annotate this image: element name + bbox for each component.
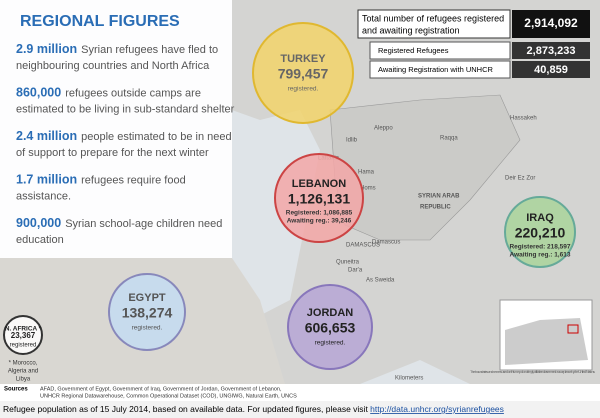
total-label: and awaiting registration	[362, 25, 460, 35]
country-value: 138,274	[122, 305, 173, 321]
map-label: Idlib	[346, 138, 358, 144]
fact-text: of support to prepare for the next winte…	[16, 147, 209, 159]
fact-text: education	[16, 234, 64, 246]
total-label: Total number of refugees registered	[362, 13, 504, 23]
fact-text: Syrian school-age children need	[65, 218, 222, 230]
fact-text: assistance.	[16, 190, 71, 202]
fact: 1.7 million refugees require food	[16, 173, 186, 187]
country-bubble	[287, 284, 373, 370]
country-note: registered.	[315, 340, 346, 347]
fact: 2.9 million Syrian refugees have fled to	[16, 42, 218, 56]
fact-text: people estimated to be in need	[81, 131, 231, 143]
registered-value: 2,873,233	[527, 45, 576, 57]
map-label: As Sweida	[366, 278, 395, 284]
registered-label: Registered Refugees	[378, 46, 449, 55]
sources-label: Sources	[4, 387, 28, 393]
map-label: Deir Ez Zor	[505, 176, 535, 182]
footnote: Libya	[16, 377, 31, 383]
map-label: Aleppo	[374, 126, 393, 132]
awaiting-label-box	[369, 60, 511, 79]
inset-land	[505, 318, 588, 365]
country-name: N. AFRICA *	[5, 325, 42, 332]
country-note: registered.	[132, 325, 163, 332]
country-awaiting: Awaiting reg.: 39,246	[287, 218, 352, 225]
inset-frame	[567, 324, 579, 334]
country-note: registered.	[288, 86, 319, 93]
map-label: DAMASCUS	[346, 243, 380, 249]
footer-text: Refugee population as of 15 July 2014, b…	[3, 404, 370, 414]
fact-highlight: 2.9 million	[16, 42, 77, 56]
map-label: SYRIAN ARAB	[418, 194, 460, 200]
country-awaiting: Awaiting reg.: 1,613	[510, 252, 571, 259]
country-name: IRAQ	[526, 212, 554, 224]
fact-highlight: 2.4 million	[16, 129, 77, 143]
fact-highlight: 860,000	[16, 86, 61, 100]
fact: 2.4 million people estimated to be in nee…	[16, 129, 232, 143]
map-label: Kilometers	[395, 376, 423, 382]
map-label: Hassakeh	[510, 116, 537, 122]
fact: 900,000 Syrian school-age children need	[16, 216, 222, 230]
fact-text: Syrian refugees have fled to	[81, 44, 218, 56]
sources-bar	[0, 384, 600, 401]
disclaimer: The boundaries and names used on this ma…	[470, 369, 595, 374]
country-name: LEBANON	[292, 178, 346, 190]
country-value: 606,653	[305, 320, 356, 336]
footer-bar	[0, 401, 600, 418]
fact-text: estimated to be living in sub-standard s…	[16, 103, 235, 115]
footer-link[interactable]: http://data.unhcr.org/syrianrefugees	[370, 404, 504, 414]
fact-text: refugees require food	[81, 174, 186, 186]
fact-text: neighbouring countries and North Africa	[16, 60, 210, 72]
fact: 860,000 refugees outside camps are	[16, 86, 201, 100]
map-label: Homs	[360, 186, 376, 192]
country-bubble	[108, 273, 186, 351]
map-label: Dar'a	[348, 268, 363, 274]
figures-panel	[0, 0, 232, 258]
country-name: EGYPT	[128, 292, 166, 304]
awaiting-label: Awaiting Registration with UNHCR	[378, 65, 493, 74]
registered-value-box	[512, 42, 590, 59]
sources-text: UNHCR Regional Datawarehouse, Common Ope…	[40, 393, 297, 399]
fact-text: refugees outside camps are	[65, 87, 201, 99]
fact-highlight: 1.7 million	[16, 173, 77, 187]
awaiting-value-box	[512, 61, 590, 78]
registered-label-box	[369, 41, 511, 60]
country-bubble	[504, 196, 576, 268]
map-label: Quneitra	[336, 260, 360, 266]
map-label: REPUBLIC	[420, 205, 451, 211]
total-label-box	[357, 9, 511, 39]
sources-text: AFAD, Government of Egypt, Government of…	[40, 386, 282, 392]
footnote: * Morocco,	[9, 361, 38, 367]
total-value: 2,914,092	[524, 16, 578, 30]
footer: Refugee population as of 15 July 2014, b…	[3, 404, 504, 414]
country-value: 799,457	[278, 66, 329, 82]
country-value: 23,367	[11, 331, 36, 340]
country-name: JORDAN	[307, 307, 354, 319]
country-bubble	[252, 22, 354, 124]
country-value: 220,210	[515, 225, 566, 241]
map-label: Hama	[358, 170, 375, 176]
map-label: Damascus	[372, 240, 400, 246]
country-bubble	[274, 153, 364, 243]
panel-title: REGIONAL FIGURES	[20, 13, 180, 30]
country-note: registered	[10, 343, 37, 349]
awaiting-value: 40,859	[534, 64, 568, 76]
map-label: Raqqa	[440, 136, 458, 142]
country-name: TURKEY	[280, 53, 326, 65]
country-registered: Registered: 218,597	[509, 244, 570, 251]
footnote: Algeria and	[8, 369, 38, 375]
country-registered: Registered: 1,086,885	[286, 210, 353, 217]
country-value: 1,126,131	[288, 191, 350, 207]
total-value-box	[512, 10, 590, 38]
country-bubble	[3, 315, 43, 355]
fact-highlight: 900,000	[16, 216, 61, 230]
